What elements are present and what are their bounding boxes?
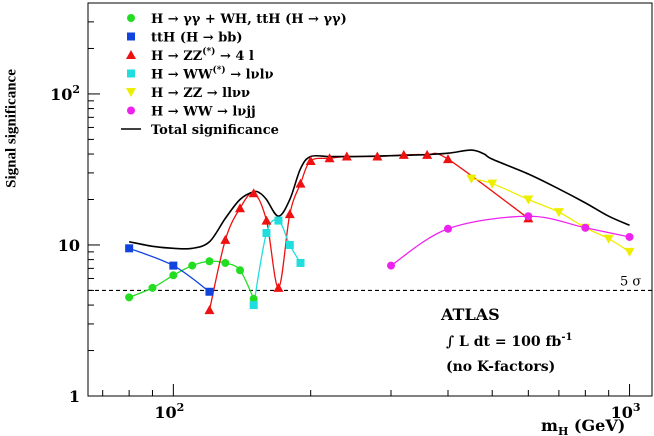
- data-point-series-5: [387, 261, 396, 270]
- series-lines: [128, 149, 630, 311]
- k-factors-note: (no K-factors): [446, 359, 555, 375]
- data-point-series-3: [274, 216, 283, 225]
- x-tick-label: 102: [154, 401, 184, 422]
- data-point-series-2: [372, 151, 383, 161]
- data-point-series-1: [205, 287, 214, 296]
- data-point-series-3: [262, 229, 271, 238]
- series-line-6: [128, 149, 630, 250]
- legend-symbol: [127, 14, 135, 22]
- data-point-series-4: [466, 174, 477, 184]
- legend-symbol: [127, 106, 135, 115]
- x-axis-title: mH (GeV): [541, 416, 625, 436]
- legend-symbol: [126, 88, 136, 97]
- data-point-series-4: [624, 247, 635, 257]
- data-point-series-4: [523, 195, 534, 205]
- y-tick-label: 102: [50, 83, 80, 104]
- data-point-series-5: [581, 223, 590, 232]
- data-point-series-2: [341, 151, 352, 161]
- legend-label: ttH (H → bb): [151, 31, 243, 46]
- data-point-series-2: [398, 149, 409, 159]
- axis-tick-labels: 1 10 102 102 103: [50, 83, 640, 422]
- data-point-series-0: [169, 271, 178, 280]
- data-point-series-5: [625, 232, 634, 241]
- axis-ticks: [88, 2, 631, 397]
- data-point-series-0: [249, 294, 258, 303]
- data-point-series-2: [204, 305, 215, 315]
- data-point-series-1: [125, 244, 134, 253]
- data-point-series-0: [148, 283, 157, 292]
- x-tick-label: 103: [611, 401, 641, 422]
- legend-label: H → ZZ(*) → 4 l: [151, 46, 254, 64]
- data-point-series-2: [422, 149, 433, 159]
- data-point-series-2: [324, 153, 335, 163]
- atlas-label: ATLAS: [440, 305, 500, 324]
- data-point-series-3: [285, 240, 294, 249]
- y-tick-label: 10: [58, 236, 80, 255]
- data-point-series-3: [249, 301, 258, 310]
- data-point-series-0: [236, 266, 245, 275]
- series-line-2: [208, 152, 529, 311]
- legend-symbol: [127, 32, 135, 41]
- series-line-3: [253, 219, 302, 306]
- data-point-series-2: [261, 215, 272, 225]
- data-point-series-2: [273, 282, 284, 292]
- data-point-series-4: [603, 234, 614, 244]
- luminosity-label: ∫ L dt = 100 fb-1: [446, 332, 572, 350]
- legend-symbol: [127, 69, 135, 78]
- legend-label: H → ZZ → llνν: [151, 86, 250, 101]
- y-axis-title: Signal significance: [3, 69, 20, 188]
- legend-label: H → WW(*) → lνlν: [151, 65, 274, 83]
- data-point-series-2: [295, 178, 306, 188]
- data-point-series-2: [220, 234, 231, 244]
- data-point-series-1: [169, 261, 178, 270]
- data-point-series-0: [188, 261, 197, 270]
- data-point-series-2: [248, 188, 259, 198]
- five-sigma-label: 5 σ: [620, 274, 641, 289]
- data-point-series-4: [487, 179, 498, 189]
- legend: H → γγ + WH, ttH (H → γγ)ttH (H → bb)H →…: [121, 12, 347, 138]
- data-point-series-2: [235, 203, 246, 213]
- data-point-series-5: [444, 224, 453, 233]
- legend-label: Total significance: [151, 123, 279, 138]
- series-markers: [125, 149, 635, 315]
- legend-label: H → γγ + WH, ttH (H → γγ): [151, 12, 347, 27]
- series-line-5: [390, 215, 630, 267]
- data-point-series-2: [305, 155, 316, 165]
- legend-symbol: [126, 50, 136, 59]
- data-point-series-0: [221, 258, 230, 267]
- data-point-series-3: [296, 258, 305, 267]
- legend-label: H → WW → lνjj: [151, 105, 256, 120]
- data-point-series-2: [443, 154, 454, 164]
- data-point-series-0: [125, 293, 134, 302]
- data-point-series-4: [553, 208, 564, 218]
- series-line-1: [128, 247, 210, 293]
- data-point-series-0: [205, 257, 214, 266]
- y-tick-label: 1: [69, 387, 80, 406]
- data-point-series-5: [524, 212, 533, 221]
- data-point-series-2: [284, 209, 295, 219]
